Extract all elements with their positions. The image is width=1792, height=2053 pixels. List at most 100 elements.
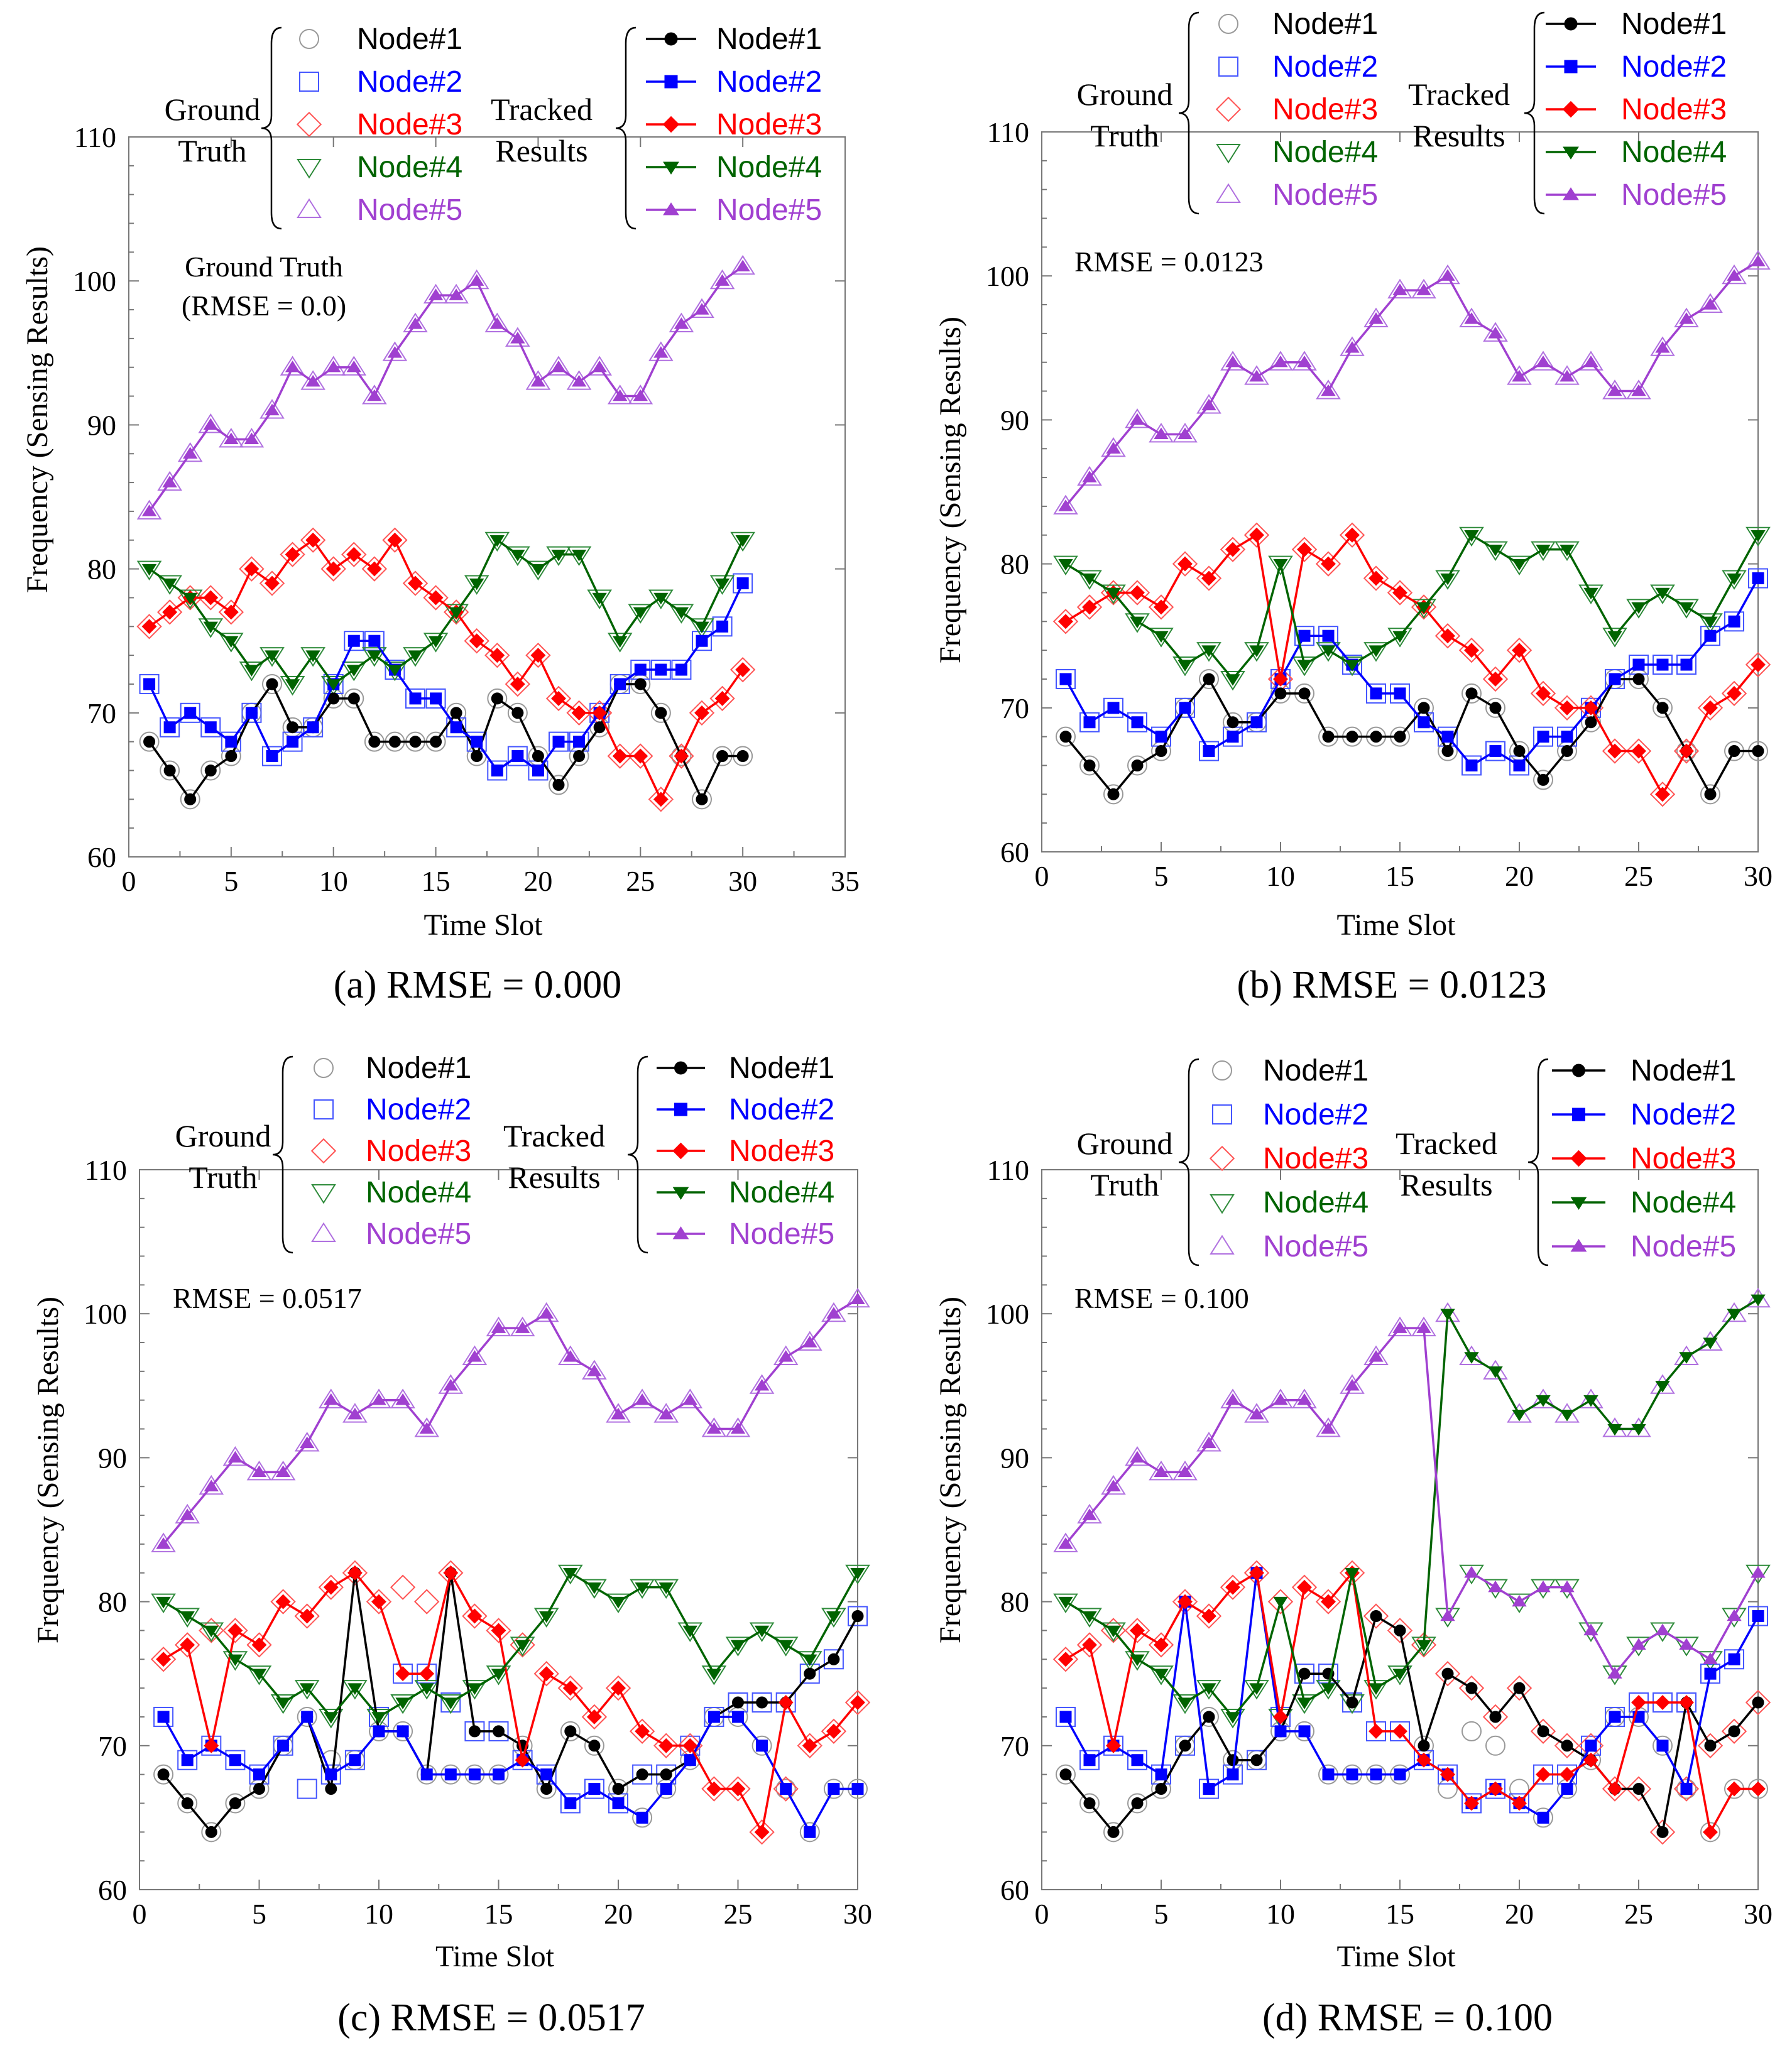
ground-truth-point bbox=[1626, 379, 1651, 400]
tracked-point bbox=[1179, 702, 1191, 714]
ground-truth-point bbox=[1172, 1460, 1198, 1481]
tracked-point bbox=[346, 360, 361, 373]
ground-truth-point bbox=[300, 527, 326, 553]
tracked-point bbox=[614, 678, 626, 690]
ground-truth-point bbox=[1674, 307, 1699, 327]
ground-truth-point bbox=[280, 356, 305, 376]
tracked-point bbox=[1704, 629, 1717, 642]
ground-truth-point bbox=[260, 647, 285, 667]
tracked-point bbox=[551, 690, 566, 706]
ground-truth-point bbox=[438, 1694, 464, 1714]
tracked-point bbox=[420, 1768, 433, 1781]
ground-truth-point bbox=[1506, 1675, 1532, 1701]
tracked-point bbox=[1656, 702, 1669, 714]
ground-truth-point bbox=[1674, 1636, 1699, 1657]
ground-truth-point bbox=[1531, 351, 1556, 371]
y-tick-label: 110 bbox=[74, 121, 116, 153]
tracked-point bbox=[305, 650, 320, 662]
tracked-point bbox=[1106, 587, 1121, 600]
ground-truth-point bbox=[821, 1718, 847, 1745]
tracked-point bbox=[156, 1596, 171, 1609]
tracked-point bbox=[156, 1652, 172, 1667]
ground-truth-point bbox=[1079, 712, 1100, 732]
ground-truth-point bbox=[628, 743, 653, 769]
tracked-point bbox=[1751, 530, 1766, 542]
tracked-point bbox=[1727, 685, 1742, 701]
tracked-point bbox=[1488, 672, 1503, 687]
tracked-point bbox=[1059, 673, 1072, 685]
x-tick-label: 10 bbox=[364, 1898, 393, 1930]
tracked-point bbox=[469, 578, 484, 591]
diamond-open-icon bbox=[1215, 96, 1242, 123]
ground-truth-point bbox=[1602, 1665, 1627, 1685]
tracked-point bbox=[1440, 628, 1455, 644]
ground-truth-point bbox=[1509, 1793, 1529, 1814]
tracked-point bbox=[275, 1465, 291, 1478]
tracked-point bbox=[419, 1683, 434, 1695]
tracked-point bbox=[430, 692, 442, 705]
tracked-point bbox=[1345, 660, 1360, 672]
tracked-point bbox=[828, 1653, 840, 1665]
ground-truth-point bbox=[630, 1579, 655, 1599]
ground-truth-point bbox=[729, 656, 756, 683]
tracked-point bbox=[1392, 283, 1407, 295]
triangle-up-open-icon bbox=[1216, 183, 1241, 203]
tracked-point bbox=[730, 1781, 746, 1797]
legend-entry: Node#5 bbox=[366, 1217, 471, 1251]
ground-truth-point bbox=[1172, 1589, 1198, 1615]
tracked-point bbox=[730, 1422, 746, 1434]
tracked-point bbox=[562, 1680, 578, 1696]
tracked-point bbox=[802, 1738, 817, 1753]
tracked-point bbox=[1536, 1395, 1551, 1407]
ground-truth-point bbox=[1387, 1665, 1412, 1685]
ground-truth-point bbox=[390, 1388, 415, 1408]
y-tick-label: 90 bbox=[1000, 404, 1029, 436]
x-tick-label: 5 bbox=[1154, 860, 1169, 892]
ground-truth-point bbox=[362, 384, 387, 405]
tracked-point bbox=[1513, 759, 1526, 771]
ground-truth-point bbox=[280, 675, 305, 696]
ground-truth-point bbox=[1339, 522, 1365, 548]
tracked-point bbox=[633, 389, 648, 401]
tracked-point bbox=[1728, 745, 1740, 758]
y-tick-label: 80 bbox=[98, 1586, 127, 1618]
tracked-point bbox=[1656, 1826, 1669, 1838]
panel-caption: (d) RMSE = 0.100 bbox=[1262, 1996, 1553, 2039]
tracked-point bbox=[489, 648, 505, 663]
ground-truth-point bbox=[1530, 680, 1556, 707]
ground-truth-point bbox=[402, 570, 429, 596]
ground-truth-point bbox=[198, 585, 224, 611]
tracked-point bbox=[143, 678, 156, 690]
tracked-point bbox=[826, 1307, 841, 1319]
diamond-filled-icon bbox=[672, 1142, 689, 1160]
ground-truth-point bbox=[259, 570, 285, 596]
y-tick-label: 70 bbox=[1000, 1730, 1029, 1762]
tracked-point bbox=[450, 707, 462, 719]
ground-truth-point bbox=[1748, 568, 1768, 589]
ground-truth-point bbox=[438, 1374, 464, 1394]
ground-truth-point bbox=[1724, 611, 1744, 632]
ground-truth-point bbox=[587, 356, 612, 376]
x-tick-label: 5 bbox=[224, 865, 238, 897]
tracked-point bbox=[395, 1697, 410, 1709]
tracked-point bbox=[141, 504, 157, 516]
tracked-point bbox=[346, 547, 362, 562]
tracked-point bbox=[1585, 1740, 1597, 1752]
tracked-point bbox=[347, 1565, 363, 1581]
tracked-point bbox=[299, 1683, 315, 1695]
ground-truth-point bbox=[749, 1622, 775, 1642]
tracked-point bbox=[1631, 1695, 1646, 1710]
tracked-point bbox=[1727, 269, 1742, 281]
tracked-point bbox=[563, 1568, 578, 1580]
diamond-open-icon bbox=[1209, 1145, 1235, 1172]
tracked-point bbox=[564, 1725, 577, 1738]
tracked-point bbox=[658, 1738, 674, 1753]
tracked-point bbox=[1465, 1682, 1478, 1694]
ground-truth-point bbox=[669, 743, 694, 769]
triangle-down-open-icon bbox=[311, 1184, 336, 1204]
tracked-point bbox=[157, 1711, 170, 1723]
tracked-point bbox=[804, 1667, 816, 1680]
ground-truth-point bbox=[725, 1417, 751, 1437]
tracked-point bbox=[180, 1508, 195, 1520]
tracked-point bbox=[205, 1826, 217, 1838]
